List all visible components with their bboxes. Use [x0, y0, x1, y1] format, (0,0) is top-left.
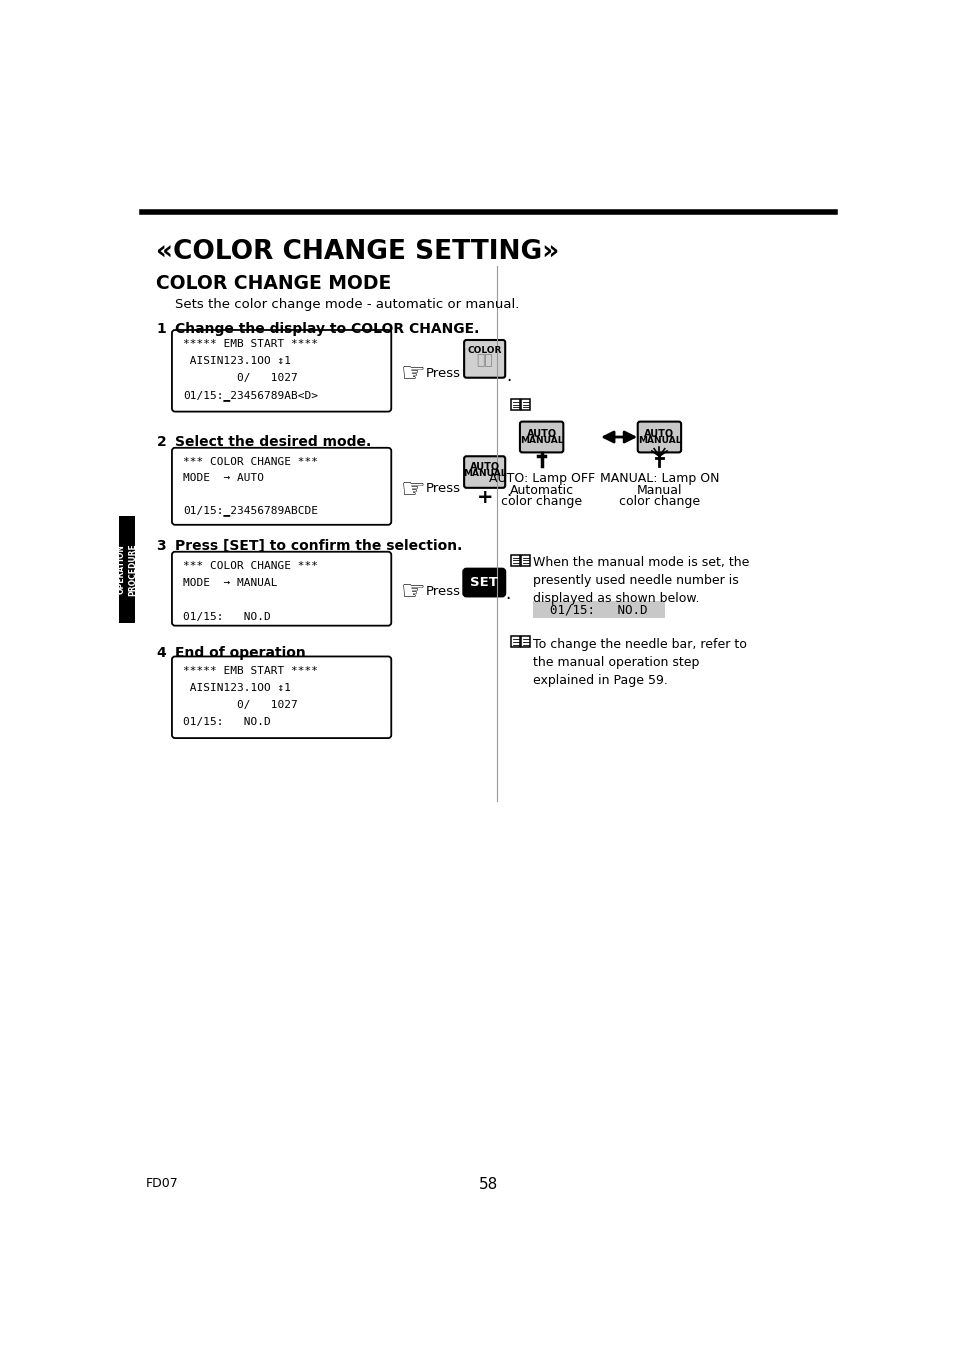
- Text: SET: SET: [470, 576, 497, 589]
- Text: +: +: [476, 488, 493, 507]
- Text: Sets the color change mode - automatic or manual.: Sets the color change mode - automatic o…: [174, 299, 518, 312]
- Text: 3: 3: [156, 539, 166, 554]
- Text: ⛹⛹: ⛹⛹: [476, 353, 493, 367]
- Text: 01/15:   NO.D: 01/15: NO.D: [550, 604, 647, 616]
- Text: «COLOR CHANGE SETTING»: «COLOR CHANGE SETTING»: [156, 239, 559, 265]
- Text: End of operation: End of operation: [174, 646, 306, 659]
- Text: 01/15:▁23456789AB<D>: 01/15:▁23456789AB<D>: [183, 390, 317, 401]
- Text: ***** EMB START ****: ***** EMB START ****: [183, 339, 317, 349]
- FancyBboxPatch shape: [172, 657, 391, 738]
- Text: Press: Press: [425, 482, 460, 496]
- Text: 01/15:   NO.D: 01/15: NO.D: [183, 612, 271, 621]
- FancyBboxPatch shape: [172, 447, 391, 524]
- Text: *** COLOR CHANGE ***: *** COLOR CHANGE ***: [183, 457, 317, 467]
- Text: AUTO: AUTO: [526, 428, 557, 439]
- Text: 58: 58: [478, 1177, 498, 1192]
- Text: Automatic: Automatic: [509, 484, 573, 497]
- FancyBboxPatch shape: [521, 555, 530, 566]
- Text: FD07: FD07: [146, 1177, 178, 1190]
- Text: AISIN123.1OO ↕1: AISIN123.1OO ↕1: [183, 357, 291, 366]
- Text: OPERATION
PROCEDURE: OPERATION PROCEDURE: [116, 543, 137, 596]
- Text: 01/15:   NO.D: 01/15: NO.D: [183, 716, 271, 727]
- Text: MANUAL: Lamp ON: MANUAL: Lamp ON: [599, 471, 719, 485]
- Text: .: .: [505, 482, 511, 500]
- Text: ☞: ☞: [400, 359, 425, 388]
- Text: 01/15:▁23456789ABCDE: 01/15:▁23456789ABCDE: [183, 505, 317, 516]
- Text: AUTO: AUTO: [643, 428, 674, 439]
- Text: Manual: Manual: [636, 484, 681, 497]
- Text: color change: color change: [618, 494, 700, 508]
- Text: *** COLOR CHANGE ***: *** COLOR CHANGE ***: [183, 561, 317, 571]
- Text: AUTO: AUTO: [469, 462, 499, 473]
- Text: To change the needle bar, refer to
the manual operation step
explained in Page 5: To change the needle bar, refer to the m…: [533, 638, 746, 686]
- Text: MANUAL: MANUAL: [462, 469, 506, 478]
- FancyBboxPatch shape: [464, 457, 505, 488]
- Text: When the manual mode is set, the
presently used needle number is
displayed as sh: When the manual mode is set, the present…: [533, 557, 749, 605]
- Text: ***** EMB START ****: ***** EMB START ****: [183, 666, 317, 676]
- FancyBboxPatch shape: [637, 422, 680, 453]
- Text: MANUAL: MANUAL: [637, 436, 680, 446]
- Text: 2: 2: [156, 435, 166, 450]
- FancyBboxPatch shape: [519, 422, 562, 453]
- FancyBboxPatch shape: [511, 555, 519, 566]
- FancyBboxPatch shape: [464, 340, 505, 378]
- Text: 0/   1027: 0/ 1027: [183, 373, 297, 384]
- FancyBboxPatch shape: [533, 601, 664, 617]
- Text: 4: 4: [156, 646, 166, 659]
- Text: ☞: ☞: [400, 476, 425, 504]
- Text: Press [SET] to confirm the selection.: Press [SET] to confirm the selection.: [174, 539, 462, 554]
- Text: Select the desired mode.: Select the desired mode.: [174, 435, 371, 450]
- Text: .: .: [505, 367, 511, 385]
- Text: AUTO: Lamp OFF: AUTO: Lamp OFF: [488, 471, 594, 485]
- FancyBboxPatch shape: [511, 400, 519, 411]
- FancyBboxPatch shape: [521, 400, 530, 411]
- Text: COLOR: COLOR: [467, 346, 501, 355]
- FancyBboxPatch shape: [521, 636, 530, 647]
- FancyBboxPatch shape: [463, 569, 505, 596]
- Text: 1: 1: [156, 322, 166, 335]
- Text: MODE  → AUTO: MODE → AUTO: [183, 473, 264, 484]
- Bar: [119, 516, 134, 623]
- Text: MODE  → MANUAL: MODE → MANUAL: [183, 578, 277, 588]
- Text: MANUAL: MANUAL: [519, 436, 563, 446]
- Text: ☞: ☞: [400, 578, 425, 605]
- FancyBboxPatch shape: [172, 551, 391, 626]
- Text: AISIN123.1OO ↕1: AISIN123.1OO ↕1: [183, 682, 291, 693]
- Text: color change: color change: [500, 494, 581, 508]
- FancyBboxPatch shape: [511, 636, 519, 647]
- Text: Press: Press: [425, 585, 460, 598]
- Text: Press: Press: [425, 367, 460, 380]
- Text: 0/   1027: 0/ 1027: [183, 700, 297, 709]
- FancyBboxPatch shape: [172, 330, 391, 412]
- Text: COLOR CHANGE MODE: COLOR CHANGE MODE: [156, 274, 392, 293]
- Text: .: .: [505, 585, 510, 603]
- Text: Change the display to COLOR CHANGE.: Change the display to COLOR CHANGE.: [174, 322, 479, 335]
